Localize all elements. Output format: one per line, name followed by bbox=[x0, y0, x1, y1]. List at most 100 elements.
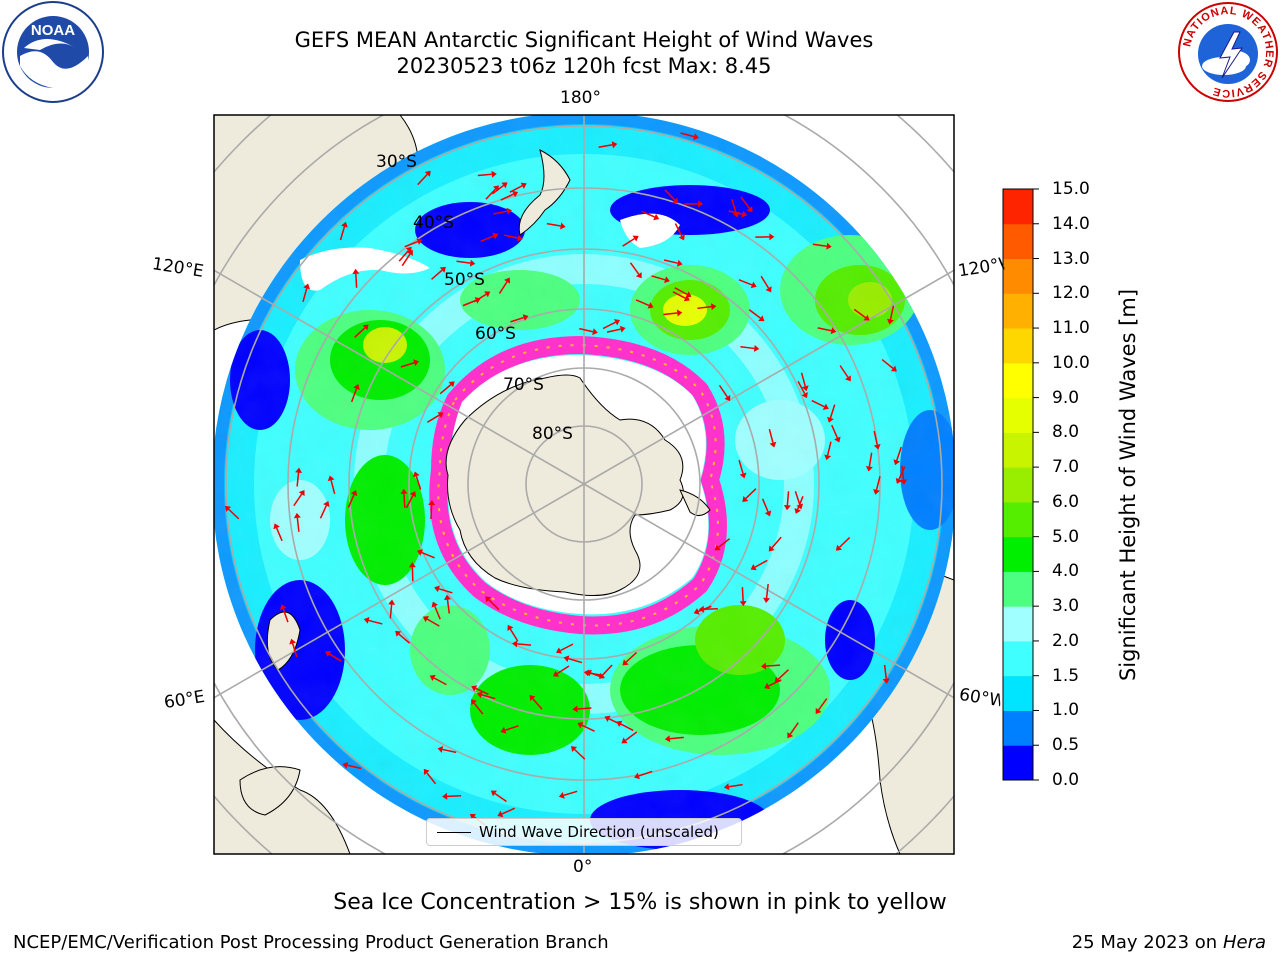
wave-direction-arrow bbox=[817, 698, 828, 711]
wave-direction-arrow bbox=[738, 279, 753, 286]
wave-direction-arrow bbox=[330, 480, 336, 495]
wave-direction-arrow bbox=[329, 653, 342, 662]
colorbar-segment bbox=[1003, 328, 1033, 364]
wave-direction-arrow bbox=[485, 188, 497, 200]
wave-direction-arrowhead bbox=[413, 359, 420, 367]
noaa-logo: NOAA bbox=[2, 1, 104, 103]
wave-direction-arrowhead bbox=[863, 314, 870, 321]
national-weather-service-logo: NATIONAL WEATHER SERVICE bbox=[1178, 2, 1278, 102]
wave-direction-arrowhead bbox=[572, 705, 578, 713]
wave-direction-arrow bbox=[568, 657, 583, 664]
colorbar-tick-label: 4.0 bbox=[1052, 561, 1080, 582]
wave-direction-arrow bbox=[400, 362, 415, 368]
latitude-label-70s: 70°S bbox=[503, 375, 544, 395]
wave-direction-arrow bbox=[831, 424, 839, 439]
wave-direction-arrowhead bbox=[423, 768, 430, 775]
wave-direction-arrowhead bbox=[485, 596, 492, 603]
wave-direction-arrow bbox=[853, 308, 866, 319]
wave-direction-arrow bbox=[389, 604, 393, 619]
wave-direction-arrowhead bbox=[616, 720, 623, 728]
wave-direction-arrowhead bbox=[522, 314, 529, 321]
wave-direction-arrow bbox=[901, 465, 905, 480]
wave-direction-arrowhead bbox=[497, 810, 504, 818]
wave-direction-arrow bbox=[638, 770, 653, 777]
wave-direction-arrowhead bbox=[388, 599, 396, 605]
wave-direction-arrow bbox=[368, 619, 383, 625]
colorbar-tick-label: 10.0 bbox=[1052, 352, 1090, 373]
wave-direction-arrow bbox=[293, 493, 303, 507]
legend-line-icon bbox=[437, 832, 471, 833]
wave-direction-arrow bbox=[794, 491, 801, 505]
wave-direction-arrowhead bbox=[448, 381, 455, 388]
wave-direction-arrowhead bbox=[693, 133, 699, 140]
wave-direction-arrowhead bbox=[400, 488, 408, 494]
wave-direction-arrow bbox=[738, 459, 744, 474]
wave-direction-arrow bbox=[442, 748, 457, 754]
wave-direction-arrowhead bbox=[613, 319, 620, 326]
wave-direction-arrow bbox=[480, 235, 494, 243]
wave-direction-arrowhead bbox=[362, 324, 369, 331]
wave-direction-arrowhead bbox=[783, 504, 791, 511]
wave-direction-arrowhead bbox=[742, 495, 749, 502]
wave-direction-arrow bbox=[588, 672, 603, 677]
wave-direction-arrowhead bbox=[769, 233, 775, 241]
wave-direction-arrowhead bbox=[471, 699, 477, 706]
wave-direction-arrowhead bbox=[506, 207, 512, 215]
wave-direction-arrowhead bbox=[845, 375, 851, 382]
wave-direction-arrowhead bbox=[763, 597, 771, 603]
wave-direction-arrow bbox=[622, 237, 635, 247]
chart-title: GEFS MEAN Antarctic Significant Height o… bbox=[294, 28, 874, 52]
wave-direction-arrowhead bbox=[342, 761, 349, 769]
wave-direction-arrowhead bbox=[512, 190, 519, 198]
wave-direction-arrowhead bbox=[431, 601, 439, 608]
wave-direction-arrowhead bbox=[827, 416, 834, 423]
wave-direction-arrowhead bbox=[887, 318, 894, 325]
wave-direction-arrow bbox=[398, 633, 411, 644]
wave-direction-arrow bbox=[347, 764, 362, 770]
wave-direction-arrowhead bbox=[739, 600, 747, 607]
wave-direction-arrow bbox=[354, 327, 366, 338]
wave-direction-arrow bbox=[768, 428, 774, 443]
wave-direction-arrowhead bbox=[750, 281, 757, 289]
colorbar-segment bbox=[1003, 362, 1033, 399]
noaa-logo-text: NOAA bbox=[31, 22, 75, 39]
wave-direction-arrowhead bbox=[764, 682, 771, 690]
wave-direction-arrow bbox=[417, 173, 428, 186]
wave-direction-arrowhead bbox=[826, 242, 832, 250]
colorbar-segment bbox=[1003, 571, 1033, 607]
wave-direction-arrowhead bbox=[758, 315, 765, 322]
footer-producer: NCEP/EMC/Verification Post Processing Pr… bbox=[13, 932, 609, 953]
wave-direction-arrow bbox=[771, 536, 782, 549]
wave-direction-arrow bbox=[398, 250, 409, 262]
wave-direction-arrowhead bbox=[471, 685, 478, 692]
wave-direction-arrow bbox=[826, 441, 832, 456]
wave-direction-arrow bbox=[430, 504, 433, 520]
colorbar-segment bbox=[1003, 397, 1033, 433]
wave-direction-arrow bbox=[811, 399, 825, 408]
wave-direction-arrow bbox=[473, 702, 484, 715]
colorbar-segment bbox=[1003, 745, 1033, 781]
wave-direction-arrow bbox=[347, 494, 355, 508]
wave-direction-arrowhead bbox=[622, 659, 629, 666]
wave-direction-arrow bbox=[881, 359, 894, 369]
colorbar-tick-label: 3.0 bbox=[1052, 596, 1080, 617]
legend: Wind Wave Direction (unscaled) bbox=[426, 818, 742, 846]
colorbar-tick-label: 9.0 bbox=[1052, 387, 1080, 408]
wave-direction-arrow bbox=[350, 388, 358, 403]
wave-direction-arrowhead bbox=[429, 674, 436, 682]
wave-direction-arrowhead bbox=[289, 638, 297, 645]
colorbar-tick-label: 8.0 bbox=[1052, 422, 1080, 443]
latitude-label-50s: 50°S bbox=[444, 270, 485, 290]
wave-direction-arrow bbox=[504, 725, 519, 731]
wave-direction-arrowhead bbox=[353, 384, 360, 390]
wave-direction-arrow bbox=[517, 643, 532, 646]
wave-direction-arrow bbox=[777, 669, 790, 680]
wave-direction-arrowhead bbox=[303, 283, 311, 290]
wave-direction-arrowhead bbox=[325, 650, 332, 657]
wave-direction-arrow bbox=[473, 293, 487, 303]
wave-direction-arrow bbox=[663, 312, 678, 316]
wave-direction-arrowhead bbox=[830, 327, 837, 335]
colorbar-segment bbox=[1003, 293, 1033, 329]
colorbar-tick-label: 12.0 bbox=[1052, 283, 1090, 304]
wave-direction-arrow bbox=[426, 414, 440, 423]
